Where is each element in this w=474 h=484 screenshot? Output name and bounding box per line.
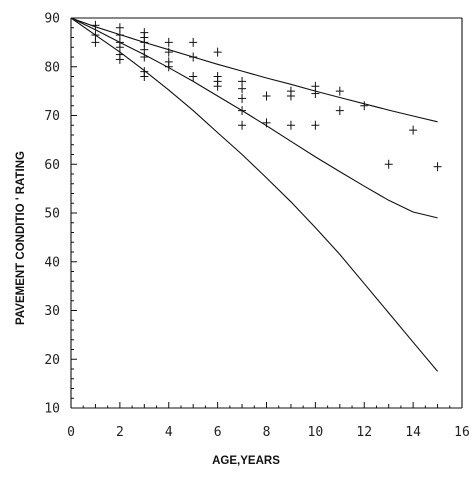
data-point [91,37,100,47]
x-tick-label: 12 [356,425,372,440]
x-tick-label: 0 [67,425,75,440]
x-tick-label: 8 [263,425,271,440]
data-point [164,47,173,57]
data-point [238,120,247,130]
x-tick-label: 16 [454,425,470,440]
y-tick-label: 70 [44,109,60,124]
data-point [140,72,149,81]
y-tick-label: 10 [44,402,60,417]
curves [70,17,439,372]
data-point [262,118,271,128]
y-tick-label: 80 [44,60,60,75]
y-tick-label: 40 [44,255,60,270]
data-point [311,89,320,99]
data-point [384,159,393,169]
y-tick-label: 20 [44,353,60,368]
y-tick-label: 90 [44,12,60,27]
labels: AGE,YEARS PAVEMENT CONDITIO ' RATING [15,151,280,467]
axes: 10 20 30 40 50 60 70 80 90 0 2 4 6 8 10 12 14 16 [44,12,469,441]
y-axis-title: PAVEMENT CONDITIO ' RATING [15,151,27,325]
data-point [189,37,198,47]
x-tick-label: 14 [405,425,421,440]
x-axis-title: AGE,YEARS [212,455,280,467]
data-point [335,86,344,96]
data-point [335,106,344,116]
data-point [189,72,198,81]
y-tick-label: 30 [44,304,60,319]
x-tick-label: 6 [214,425,222,440]
data-point [286,120,295,130]
data-point [286,91,295,101]
data-point [311,120,320,130]
data-point [360,101,369,111]
data-point [164,37,173,47]
x-tick-label: 10 [308,425,324,440]
trend-curve-2 [70,17,438,219]
data-point [115,54,124,64]
points [91,20,442,172]
data-point [213,81,222,91]
x-tick-label: 4 [165,425,173,440]
data-point [409,125,418,135]
data-point [262,91,271,101]
data-point [140,52,149,62]
trend-curve-1 [70,17,438,123]
data-point [433,162,442,172]
data-point [164,62,173,72]
trend-curve-3 [70,17,439,372]
y-tick-label: 50 [44,207,60,222]
data-point [91,20,100,30]
y-tick-label: 60 [44,158,60,173]
data-point [213,47,222,57]
data-point [189,52,198,62]
data-point [238,106,247,116]
data-point [238,84,247,94]
x-tick-label: 2 [116,425,124,440]
data-point [238,93,247,103]
